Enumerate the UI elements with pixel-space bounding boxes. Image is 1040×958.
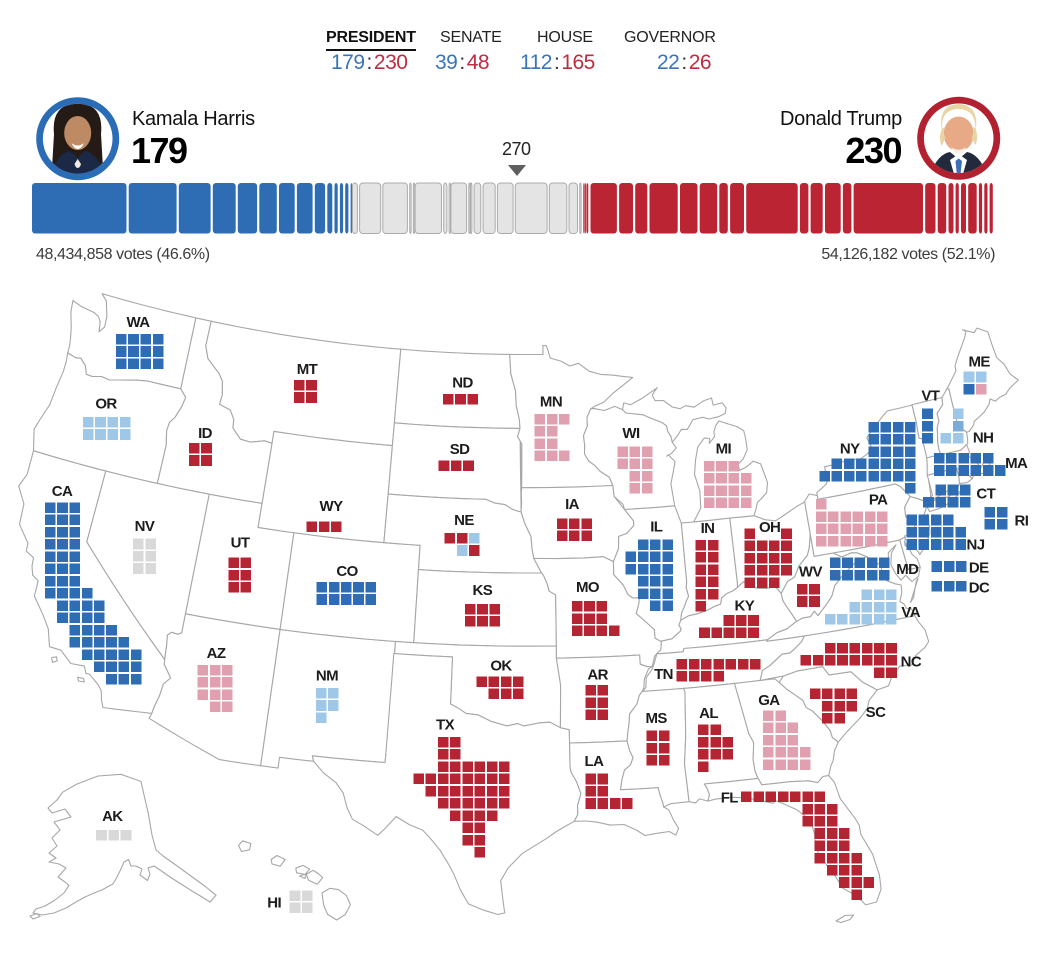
svg-text:NE: NE bbox=[454, 512, 474, 529]
svg-text:NM: NM bbox=[316, 667, 338, 684]
svg-text:NY: NY bbox=[840, 440, 860, 457]
svg-text:FL: FL bbox=[721, 789, 739, 806]
svg-text:AL: AL bbox=[699, 705, 718, 722]
svg-text:GA: GA bbox=[758, 692, 780, 709]
svg-text:IA: IA bbox=[565, 496, 580, 513]
svg-text:WA: WA bbox=[127, 314, 151, 331]
svg-text:MT: MT bbox=[297, 361, 318, 378]
svg-text:AK: AK bbox=[102, 808, 123, 825]
svg-text:AZ: AZ bbox=[207, 645, 226, 662]
svg-text:OR: OR bbox=[95, 395, 117, 412]
svg-text:UT: UT bbox=[231, 534, 250, 551]
svg-text:PA: PA bbox=[869, 492, 888, 509]
svg-text:AR: AR bbox=[587, 667, 608, 684]
svg-text:MN: MN bbox=[540, 393, 562, 410]
svg-text:SC: SC bbox=[866, 704, 886, 721]
svg-text:IL: IL bbox=[650, 518, 663, 535]
svg-text:ID: ID bbox=[198, 425, 213, 442]
svg-text:MS: MS bbox=[645, 710, 667, 727]
svg-text:MO: MO bbox=[576, 579, 600, 596]
svg-text:ME: ME bbox=[969, 353, 991, 370]
svg-text:DE: DE bbox=[969, 559, 989, 576]
svg-text:TN: TN bbox=[654, 666, 673, 683]
svg-text:CO: CO bbox=[336, 563, 358, 580]
svg-text:VT: VT bbox=[921, 387, 939, 404]
svg-text:VA: VA bbox=[901, 604, 920, 621]
svg-text:OK: OK bbox=[490, 657, 512, 674]
svg-text:TX: TX bbox=[436, 716, 455, 733]
svg-text:HI: HI bbox=[267, 895, 281, 912]
svg-text:WV: WV bbox=[799, 564, 823, 581]
svg-text:NV: NV bbox=[135, 518, 155, 535]
svg-text:KY: KY bbox=[734, 598, 754, 615]
svg-text:WI: WI bbox=[622, 425, 640, 442]
svg-text:NC: NC bbox=[901, 654, 922, 671]
svg-text:RI: RI bbox=[1014, 512, 1028, 529]
svg-text:NH: NH bbox=[973, 430, 993, 447]
svg-text:SD: SD bbox=[450, 441, 470, 458]
svg-text:MD: MD bbox=[896, 561, 919, 578]
svg-text:OH: OH bbox=[759, 519, 780, 536]
svg-text:WY: WY bbox=[320, 498, 344, 515]
svg-text:CA: CA bbox=[52, 483, 73, 500]
svg-text:LA: LA bbox=[585, 753, 605, 770]
svg-text:MA: MA bbox=[1005, 455, 1028, 472]
svg-text:KS: KS bbox=[472, 582, 492, 599]
svg-text:MI: MI bbox=[716, 440, 732, 457]
svg-text:DC: DC bbox=[969, 579, 990, 596]
svg-text:NJ: NJ bbox=[967, 536, 985, 553]
svg-text:IN: IN bbox=[701, 520, 715, 537]
svg-text:ND: ND bbox=[452, 374, 473, 391]
svg-text:CT: CT bbox=[976, 486, 995, 503]
